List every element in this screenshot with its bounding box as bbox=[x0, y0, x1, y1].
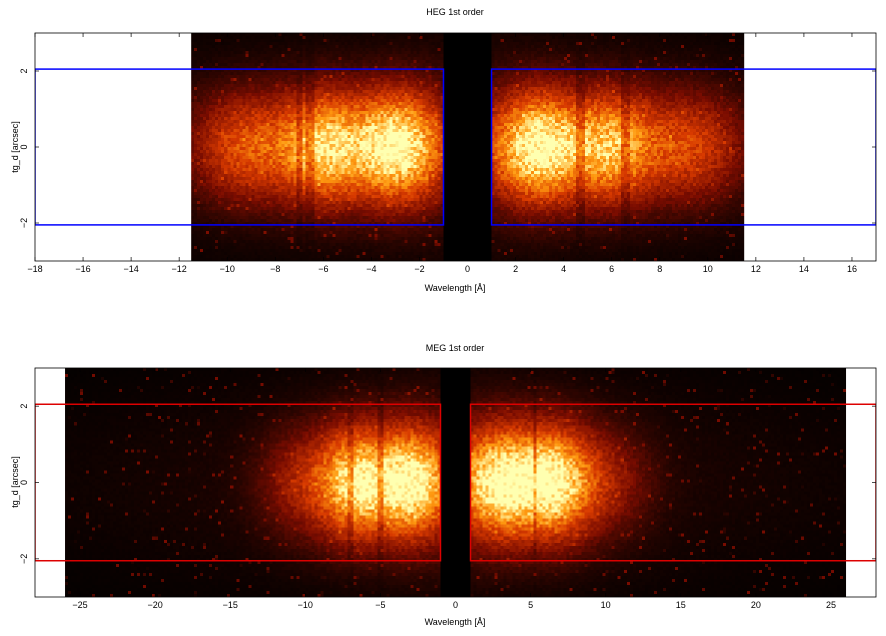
heg-x-tick-label: 12 bbox=[751, 264, 761, 274]
heg-y-tick-label: 0 bbox=[19, 144, 29, 149]
heg-x-tick-label: −6 bbox=[318, 264, 328, 274]
meg-x-tick-label: −25 bbox=[72, 600, 87, 610]
meg-y-axis-label: tg_d [arcsec] bbox=[10, 456, 20, 508]
meg-x-tick-label: −5 bbox=[375, 600, 385, 610]
meg-x-tick-label: 15 bbox=[676, 600, 686, 610]
heg-x-tick-label: −18 bbox=[27, 264, 42, 274]
meg-x-tick-label: −10 bbox=[298, 600, 313, 610]
meg-x-axis-label: Wavelength [Å] bbox=[425, 617, 486, 627]
heg-x-tick-label: 8 bbox=[657, 264, 662, 274]
meg-x-tick-label: 25 bbox=[826, 600, 836, 610]
heg-extraction-box-positive bbox=[490, 68, 876, 226]
heg-x-tick-label: −4 bbox=[366, 264, 376, 274]
meg-y-tick-label: 0 bbox=[19, 480, 29, 485]
heg-x-tick-label: 10 bbox=[703, 264, 713, 274]
meg-y-tick-label: 2 bbox=[19, 404, 29, 409]
meg-x-tick-label: 5 bbox=[528, 600, 533, 610]
meg-extraction-box-positive bbox=[469, 403, 876, 562]
heg-x-tick-label: 0 bbox=[465, 264, 470, 274]
meg-x-tick-label: −20 bbox=[148, 600, 163, 610]
heg-x-tick-label: −12 bbox=[172, 264, 187, 274]
heg-x-tick-label: −8 bbox=[270, 264, 280, 274]
meg-extraction-box-negative bbox=[35, 403, 442, 562]
meg-panel: MEG 1st order Wavelength [Å] tg_d [arcse… bbox=[10, 343, 877, 627]
meg-heatmap bbox=[65, 368, 847, 597]
meg-title: MEG 1st order bbox=[426, 343, 485, 353]
heg-heatmap bbox=[191, 33, 745, 261]
heg-x-tick-label: 6 bbox=[609, 264, 614, 274]
heg-x-tick-label: −10 bbox=[220, 264, 235, 274]
heg-x-axis-label: Wavelength [Å] bbox=[425, 283, 486, 293]
heg-x-tick-label: 16 bbox=[847, 264, 857, 274]
heg-x-tick-label: −14 bbox=[123, 264, 138, 274]
meg-x-tick-label: 20 bbox=[751, 600, 761, 610]
heg-x-tick-label: 4 bbox=[561, 264, 566, 274]
heg-title: HEG 1st order bbox=[426, 7, 484, 17]
heg-panel: HEG 1st order Wavelength [Å] tg_d [arcse… bbox=[10, 7, 877, 293]
heg-y-tick-label: −2 bbox=[19, 218, 29, 228]
meg-x-tick-label: 10 bbox=[601, 600, 611, 610]
heg-x-tick-label: −2 bbox=[414, 264, 424, 274]
meg-x-tick-label: 0 bbox=[453, 600, 458, 610]
heg-extraction-box-negative bbox=[35, 68, 445, 226]
meg-x-tick-label: −15 bbox=[223, 600, 238, 610]
heg-x-tick-label: 14 bbox=[799, 264, 809, 274]
heg-y-axis-label: tg_d [arcsec] bbox=[10, 121, 20, 173]
heg-x-tick-label: 2 bbox=[513, 264, 518, 274]
heg-x-tick-label: −16 bbox=[75, 264, 90, 274]
meg-y-tick-label: −2 bbox=[19, 554, 29, 564]
heg-y-tick-label: 2 bbox=[19, 68, 29, 73]
